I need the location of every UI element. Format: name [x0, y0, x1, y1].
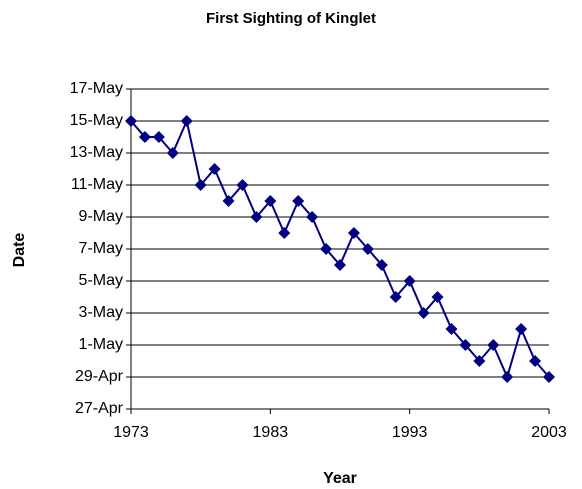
- marker: [403, 275, 416, 287]
- marker: [138, 131, 151, 143]
- marker: [417, 307, 430, 319]
- marker: [194, 179, 207, 191]
- x-tick-label: 1993: [392, 424, 428, 441]
- marker: [347, 227, 360, 239]
- marker: [208, 163, 221, 175]
- y-tick-label: 17-May: [70, 80, 123, 97]
- y-tick-label: 7-May: [79, 240, 123, 257]
- y-axis-label: Date: [11, 233, 28, 268]
- x-tick-label: 2003: [531, 424, 567, 441]
- marker: [459, 339, 472, 351]
- y-tick-label: 5-May: [79, 272, 123, 289]
- marker: [320, 243, 333, 255]
- marker: [431, 291, 444, 303]
- marker: [529, 355, 542, 367]
- y-tick-label: 13-May: [70, 144, 123, 161]
- y-tick-label: 27-Apr: [75, 400, 124, 417]
- y-tick-label: 11-May: [71, 176, 123, 193]
- y-tick-label: 9-May: [79, 208, 123, 225]
- marker: [166, 147, 179, 159]
- y-tick-label: 29-Apr: [75, 368, 124, 385]
- marker: [501, 371, 514, 383]
- chart-title: First Sighting of Kinglet: [206, 10, 376, 27]
- y-tick-label: 3-May: [79, 304, 123, 321]
- marker: [361, 243, 374, 255]
- x-axis-label: Year: [323, 470, 357, 487]
- marker: [125, 115, 137, 127]
- marker: [250, 211, 263, 223]
- marker: [236, 179, 249, 191]
- marker: [389, 291, 402, 303]
- marker: [515, 323, 528, 335]
- y-tick-label: 15-May: [70, 112, 123, 129]
- marker: [152, 131, 165, 143]
- marker: [222, 195, 235, 207]
- marker: [543, 371, 555, 383]
- marker: [334, 259, 346, 271]
- marker: [278, 227, 291, 239]
- x-tick-label: 1973: [113, 424, 149, 441]
- marker: [445, 323, 458, 335]
- marker: [487, 339, 500, 351]
- x-tick-label: 1983: [253, 424, 289, 441]
- y-tick-label: 1-May: [79, 336, 123, 353]
- marker: [264, 195, 277, 207]
- marker: [473, 355, 486, 367]
- marker: [292, 195, 305, 207]
- marker: [180, 115, 193, 127]
- marker: [375, 259, 388, 271]
- marker: [306, 211, 319, 223]
